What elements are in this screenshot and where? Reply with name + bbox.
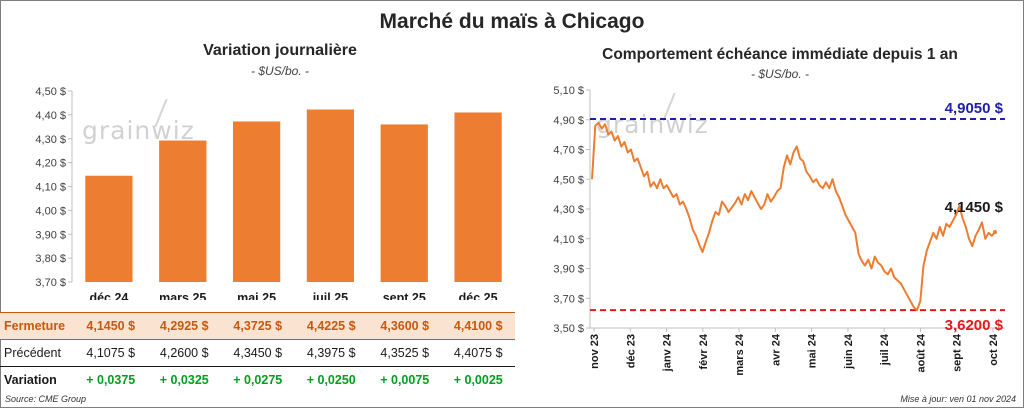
- bar-3: [306, 109, 355, 282]
- prev-dec24: 4,1075 $: [74, 339, 148, 367]
- table-row-previous: Précédent 4,1075 $ 4,2600 $ 4,3450 $ 4,3…: [0, 339, 515, 367]
- line-y-tick-label: 3,90 $: [553, 264, 584, 276]
- prev-sep25: 4,3525 $: [368, 339, 442, 367]
- row-label-close: Fermeture: [0, 312, 74, 340]
- footer-source: Source: CME Group: [5, 394, 87, 404]
- bar-category-label: juil 25: [312, 291, 348, 300]
- watermark-right: grainwiz: [596, 110, 709, 139]
- close-may25: 4,3725 $: [221, 312, 295, 340]
- line-y-tick-label: 4,30 $: [553, 204, 584, 216]
- price-series-line: [591, 121, 996, 312]
- bar-chart: 3,70 $ 3,80 $ 3,90 $ 4,00 $ 4,10 $ 4,20 $ 4,30…: [35, 86, 502, 300]
- high-value-label: 4,9050 $: [945, 100, 1004, 117]
- line-x-tick-label: févr 24: [698, 333, 710, 369]
- line-x-tick-label: nov 23: [589, 334, 601, 369]
- var-sep25: + 0,0075: [380, 373, 430, 387]
- line-x-tick-label: avr 24: [770, 333, 782, 366]
- row-label-variation: Variation: [4, 373, 57, 387]
- line-y-tick-label: 3,50 $: [553, 323, 584, 335]
- close-jul25: 4,4225 $: [294, 312, 368, 340]
- line-y-tick-label: 4,50 $: [553, 174, 584, 186]
- bar-y-tick-label: 4,40 $: [35, 110, 66, 122]
- line-y-tick-label: 5,10 $: [553, 85, 584, 97]
- close-dec25: 4,4100 $: [441, 312, 515, 340]
- table-row-close: Fermeture 4,1450 $ 4,2925 $ 4,3725 $ 4,4…: [0, 312, 515, 340]
- bar-category-label: déc 24: [89, 291, 128, 300]
- var-dec25: + 0,0025: [453, 373, 503, 387]
- close-sep25: 4,3600 $: [368, 312, 442, 340]
- line-x-tick-label: déc 23: [625, 334, 637, 368]
- line-x-tick-label: sept 24: [952, 333, 964, 372]
- left-panel-title: Variation journalière: [203, 42, 357, 59]
- bar-1: [159, 140, 207, 282]
- bar-category-label: sept 25: [383, 291, 426, 300]
- line-y-tick-label: 3,70 $: [553, 293, 584, 305]
- line-x-tick-label: juin 24: [843, 333, 855, 370]
- line-chart: 3,50 $ 3,70 $ 3,90 $ 4,10 $ 4,30 $ 4,50 $ 4,70…: [553, 85, 1005, 376]
- main-title: Marché du maïs à Chicago: [379, 10, 645, 33]
- low-value-label: 3,6200 $: [945, 317, 1004, 334]
- var-jul25: + 0,0250: [306, 373, 356, 387]
- right-panel-subtitle: - $US/bo. -: [750, 67, 810, 81]
- bar-2: [232, 121, 281, 282]
- close-dec24: 4,1450 $: [74, 312, 148, 340]
- prev-mar25: 4,2600 $: [147, 339, 221, 367]
- right-panel-title: Comportement échéance immédiate depuis 1…: [602, 46, 958, 63]
- bar-5: [454, 112, 502, 282]
- var-may25: + 0,0275: [233, 373, 283, 387]
- footer-updated: Mise à jour: ven 01 nov 2024: [900, 394, 1016, 404]
- bar-y-tick-label: 3,90 $: [35, 229, 66, 241]
- table-row-variation: Variation + 0,0375 + 0,0325 + 0,0275 + 0…: [0, 367, 515, 394]
- last-value-label: 4,1450 $: [945, 199, 1004, 216]
- prev-jul25: 4,3975 $: [294, 339, 368, 367]
- bar-y-tick-label: 4,00 $: [35, 205, 66, 217]
- line-y-tick-label: 4,70 $: [553, 145, 584, 157]
- line-x-tick-label: juil 24: [879, 333, 891, 366]
- bar-y-tick-label: 4,20 $: [35, 158, 66, 170]
- line-x-tick-label: oct 24: [988, 333, 1000, 366]
- line-x-tick-label: mai 24: [807, 333, 819, 368]
- bar-y-tick-label: 4,30 $: [35, 134, 66, 146]
- line-x-tick-label: août 24: [915, 333, 927, 372]
- line-y-tick-label: 4,10 $: [553, 234, 584, 246]
- bar-category-label: mai 25: [237, 291, 276, 300]
- var-dec24: + 0,0375: [86, 373, 136, 387]
- bar-y-tick-label: 3,80 $: [35, 253, 66, 265]
- line-x-tick-label: mars 24: [734, 333, 746, 375]
- left-panel-subtitle: - $US/bo. -: [250, 64, 310, 78]
- row-label-previous: Précédent: [0, 339, 74, 367]
- bar-category-label: mars 25: [159, 291, 206, 300]
- bar-y-tick-label: 3,70 $: [35, 277, 66, 289]
- close-mar25: 4,2925 $: [147, 312, 221, 340]
- bar-4: [380, 124, 428, 282]
- watermark-left: grainwiz: [82, 116, 195, 145]
- prev-may25: 4,3450 $: [221, 339, 295, 367]
- futures-table: Fermeture 4,1450 $ 4,2925 $ 4,3725 $ 4,4…: [0, 312, 515, 393]
- last-price-point: [993, 230, 997, 235]
- prev-dec25: 4,4075 $: [441, 339, 515, 367]
- bar-category-label: déc 25: [459, 291, 498, 300]
- var-mar25: + 0,0325: [159, 373, 209, 387]
- bar-0: [85, 175, 133, 282]
- bar-y-tick-label: 4,10 $: [35, 182, 66, 194]
- bar-y-tick-label: 4,50 $: [35, 86, 66, 98]
- line-x-tick-label: janv 24: [662, 333, 674, 372]
- line-y-tick-label: 4,90 $: [553, 115, 584, 127]
